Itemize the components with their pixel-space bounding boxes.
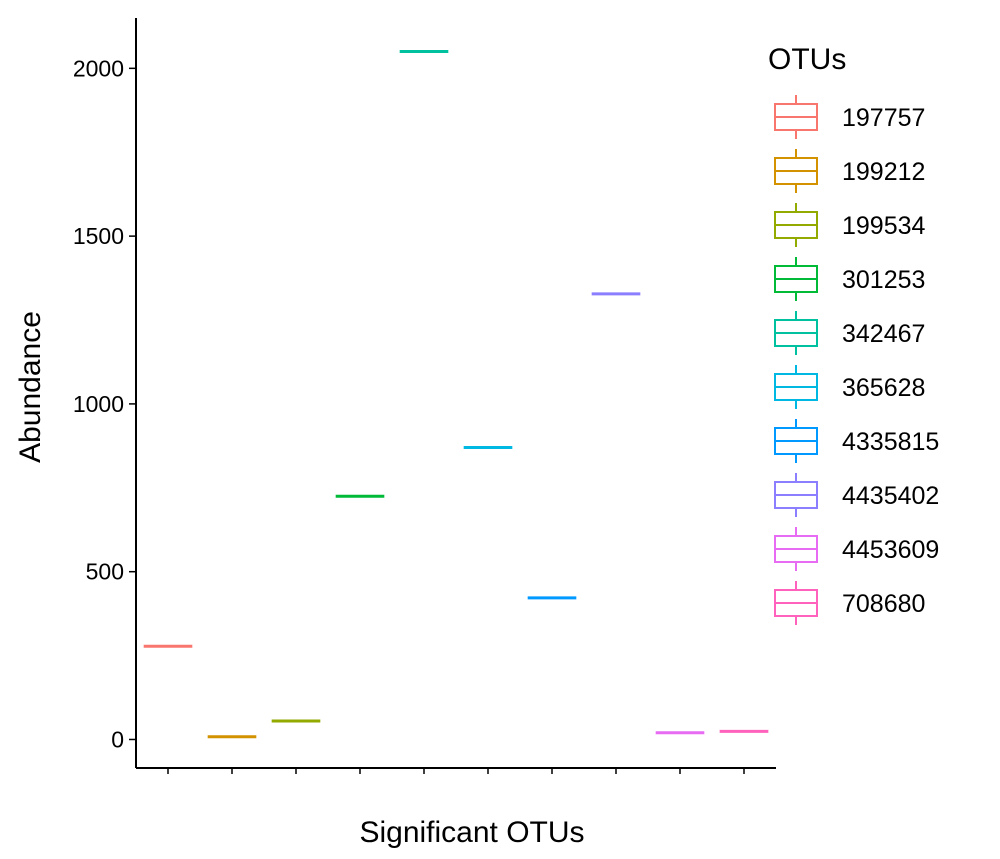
legend-label: 197757 (842, 104, 925, 132)
legend-item-365628: 365628 (774, 365, 925, 409)
plot-area: 0 500 1000 1500 2000 (73, 18, 776, 774)
legend-key-icon (774, 311, 818, 355)
legend-item-199534: 199534 (774, 203, 926, 247)
y-axis-title: Abundance (14, 311, 47, 463)
legend-key-icon (774, 527, 818, 571)
legend-label: 708680 (842, 590, 925, 618)
legend-item-199212: 199212 (774, 149, 925, 193)
y-tick-label: 1500 (73, 223, 124, 249)
legend-label: 4435402 (842, 482, 939, 510)
legend-key-icon (774, 203, 818, 247)
legend-item-4453609: 4453609 (774, 527, 939, 571)
legend-key-icon (774, 419, 818, 463)
y-axis-ticks: 0 500 1000 1500 2000 (73, 55, 136, 752)
legend-key-icon (774, 95, 818, 139)
legend-item-342467: 342467 (774, 311, 925, 355)
y-tick-label: 500 (86, 559, 124, 585)
box-marks (143, 50, 769, 739)
legend-label: 301253 (842, 266, 925, 294)
y-tick-label: 0 (111, 726, 124, 752)
legend-items: 197757 199212 199534 301253 342467 365628 4335… (774, 95, 939, 625)
legend-label: 4335815 (842, 428, 939, 456)
legend-key-icon (774, 581, 818, 625)
legend-label: 4453609 (842, 536, 939, 564)
legend-item-708680: 708680 (774, 581, 925, 625)
legend-label: 199534 (842, 212, 926, 240)
legend-item-4435402: 4435402 (774, 473, 939, 517)
legend-key-icon (774, 257, 818, 301)
legend-key-icon (774, 365, 818, 409)
legend-key-icon (774, 149, 818, 193)
y-tick-label: 1000 (73, 391, 124, 417)
legend: OTUs 197757 199212 199534 301253 342467 36562… (768, 43, 939, 625)
x-axis-title: Significant OTUs (359, 816, 584, 849)
legend-key-icon (774, 473, 818, 517)
x-axis-ticks (167, 768, 745, 774)
legend-item-4335815: 4335815 (774, 419, 939, 463)
legend-item-301253: 301253 (774, 257, 925, 301)
legend-label: 365628 (842, 374, 925, 402)
legend-item-197757: 197757 (774, 95, 925, 139)
legend-label: 342467 (842, 320, 925, 348)
legend-label: 199212 (842, 158, 925, 186)
legend-title: OTUs (768, 43, 846, 76)
y-tick-label: 2000 (73, 55, 124, 81)
